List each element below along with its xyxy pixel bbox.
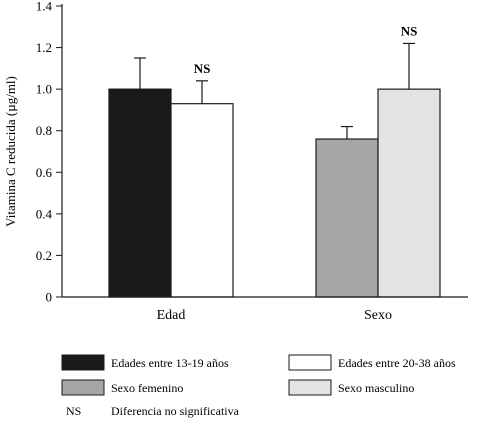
legend: Edades entre 13-19 años Edades entre 20-3… — [61, 354, 456, 418]
y-tick-label: 1.0 — [36, 82, 52, 97]
y-tick-label: 0 — [46, 290, 53, 305]
y-tick-label: 1.4 — [36, 0, 53, 14]
legend-label: Sexo masculino — [338, 381, 414, 395]
legend-swatch — [61, 379, 105, 396]
y-tick-label: 0.8 — [36, 123, 52, 138]
y-tick-label: 0.2 — [36, 248, 52, 263]
legend-note-text: Diferencia no significativa — [111, 404, 240, 418]
bar — [377, 88, 441, 298]
axes — [61, 4, 468, 298]
legend-label: Sexo femenino — [111, 381, 183, 395]
y-tick-label: 1.2 — [36, 40, 52, 55]
legend-label: Edades entre 13-19 años — [111, 356, 229, 370]
y-tick-label: 0.4 — [36, 206, 53, 221]
x-category-label: Edad — [157, 308, 186, 323]
significance-annotation: NS — [194, 61, 211, 76]
legend-swatch — [288, 354, 332, 371]
bar — [108, 88, 172, 298]
significance-annotation: NS — [401, 23, 418, 38]
bar — [315, 138, 379, 298]
bars-layer: NS NS — [108, 23, 441, 298]
legend-swatch — [288, 379, 332, 396]
x-category-label: Sexo — [364, 308, 392, 323]
legend-label: Edades entre 20-38 años — [338, 356, 456, 370]
legend-swatch — [61, 354, 105, 371]
x-axis-category-labels: Edad Sexo — [157, 308, 392, 323]
legend-note-symbol: NS — [66, 404, 81, 418]
y-axis-title: Vitamina C reducida (µg/ml) — [3, 76, 18, 227]
y-axis-ticks: 0 0.2 0.4 0.6 0.8 1.0 1.2 1.4 — [36, 0, 62, 305]
y-tick-label: 0.6 — [36, 165, 53, 180]
bar — [170, 103, 234, 298]
